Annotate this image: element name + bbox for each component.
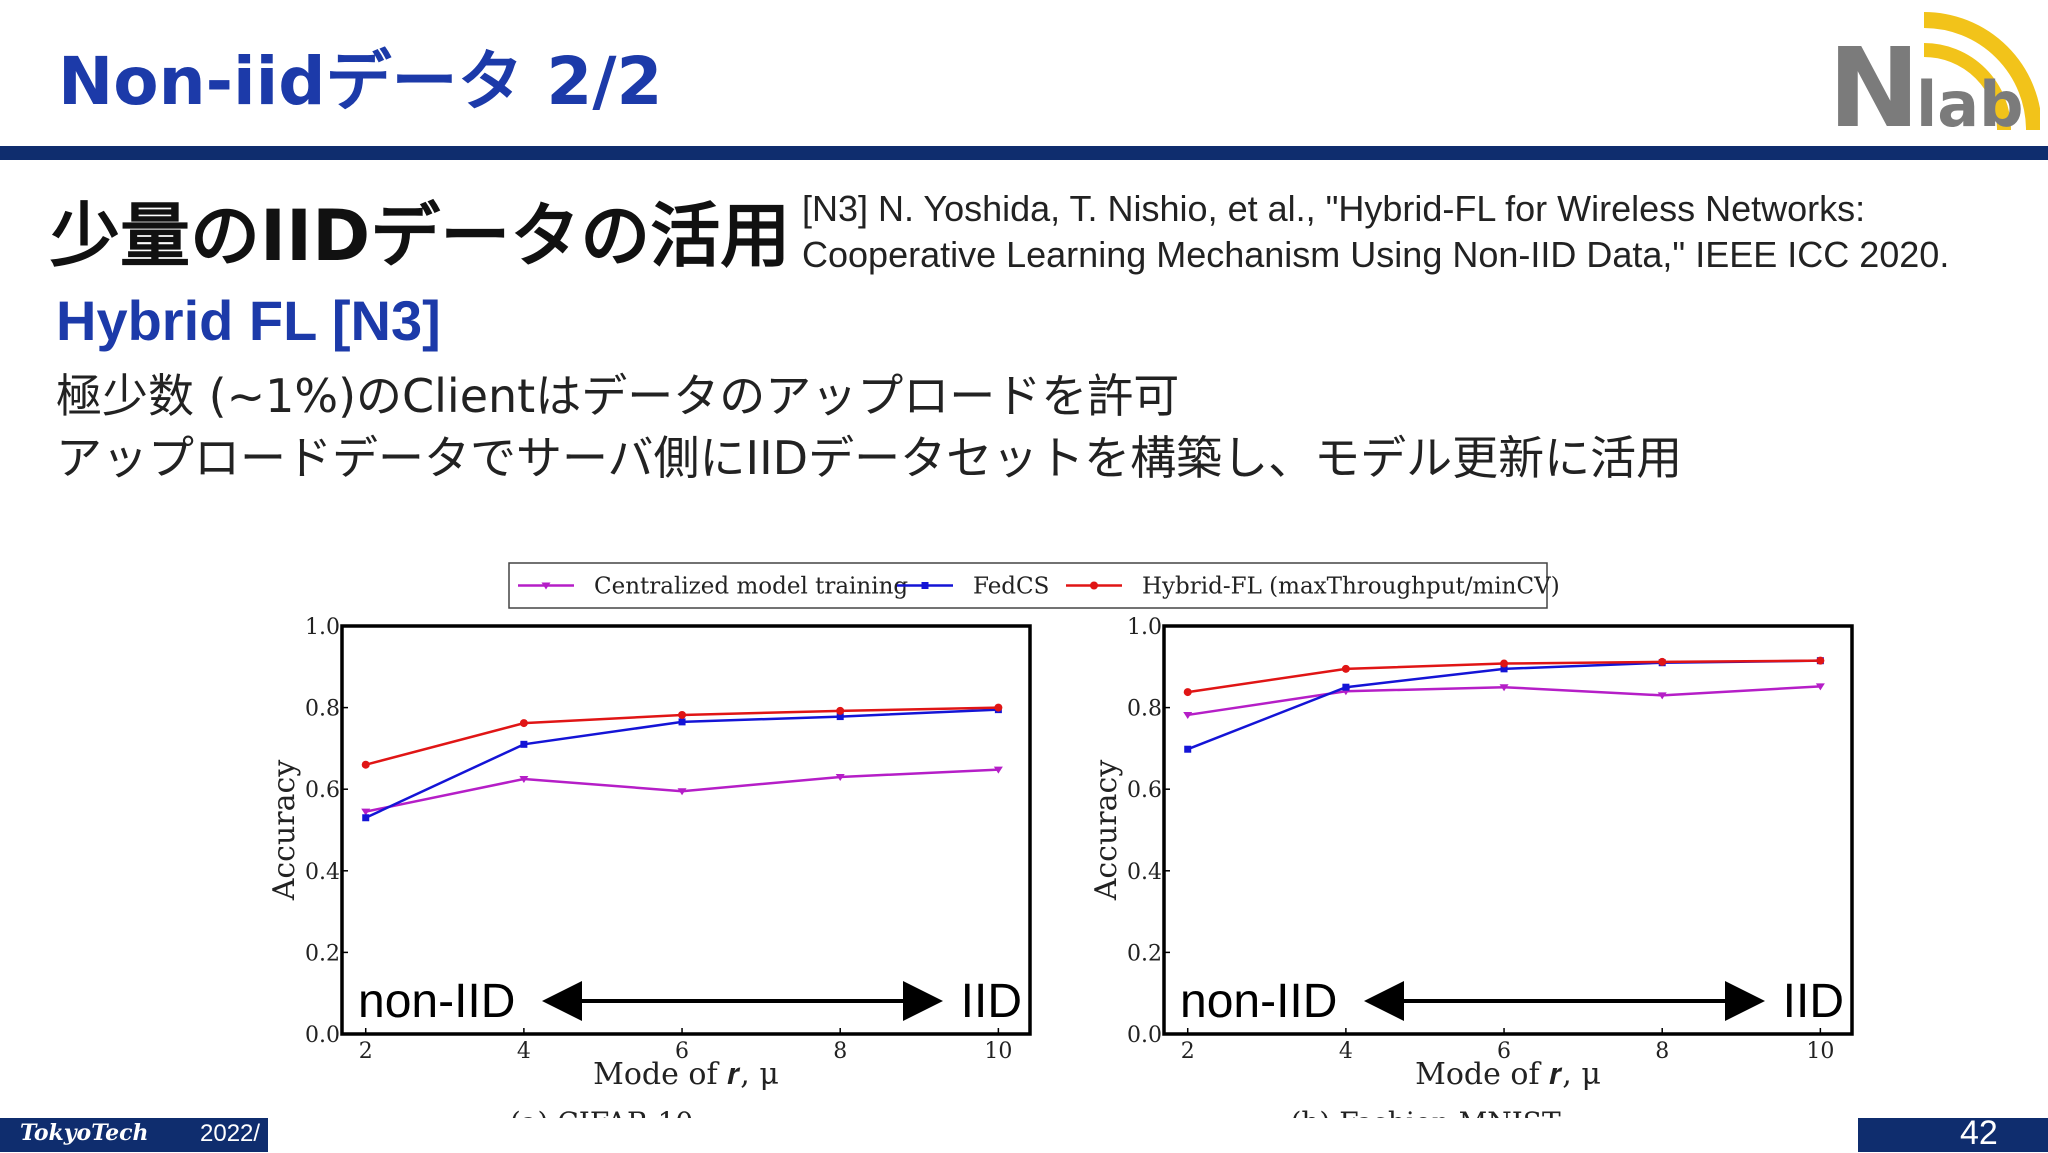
description-line-1: 極少数 (~1%)のClientはデータのアップロードを許可 [56, 369, 1180, 423]
x-tick-label: 6 [675, 1039, 689, 1064]
chart-fashion-mnist: 0.0 0.2 0.4 0.6 0.8 1.0 2 4 6 8 10 non-IID IID Mode o… [1089, 615, 1854, 1118]
title-bar [0, 146, 2048, 160]
accuracy-figure: Centralized model training FedCS Hybrid-FL… [267, 562, 1854, 1118]
wifi-arc-outer [1923, 12, 2040, 131]
chart-caption: (b) Fashion MNIST. [1291, 1106, 1566, 1118]
chart-cifar10: 0.0 0.2 0.4 0.6 0.8 1.0 2 4 6 8 10 non-IID IID Mode o… [267, 615, 1032, 1118]
legend-marker [1090, 581, 1098, 590]
legend-entry: Hybrid-FL (maxThroughput/minCV) [1142, 574, 1560, 600]
footer-left-bar [0, 1118, 268, 1152]
data-point [1500, 659, 1509, 668]
data-point [677, 788, 687, 796]
footer-brand: TokyoTech [20, 1120, 149, 1146]
data-point [1342, 683, 1350, 691]
y-tick-label: 0.2 [1127, 941, 1162, 966]
page-number: 42 [1960, 1114, 1998, 1152]
data-point [1816, 656, 1825, 665]
chart-legend: Centralized model training FedCS Hybrid-FL… [508, 562, 1560, 609]
data-point [1183, 688, 1192, 697]
data-point [1183, 711, 1193, 719]
legend-entry: Centralized model training [594, 574, 908, 600]
y-tick-label: 1.0 [1127, 615, 1162, 640]
annotation-iid: IID [961, 975, 1022, 1028]
nlab-logo: N lab [1828, 12, 2040, 136]
x-tick-label: 4 [1339, 1039, 1353, 1064]
data-point [1341, 664, 1350, 673]
x-axis-label: Mode of 𝒓, μ [593, 1057, 779, 1092]
data-point [836, 713, 844, 721]
footer-right-bar [1858, 1118, 2048, 1152]
annotation-iid: IID [1783, 975, 1844, 1028]
data-point [1815, 683, 1825, 691]
y-tick-label: 0.4 [1127, 860, 1162, 885]
x-tick-label: 2 [359, 1039, 373, 1064]
x-tick-label: 2 [1181, 1039, 1195, 1064]
plot-frame [340, 624, 1032, 1036]
y-tick-label: 0.6 [1127, 778, 1162, 803]
x-tick-label: 6 [1497, 1039, 1511, 1064]
data-point [993, 766, 1003, 774]
y-tick-label: 0.8 [1127, 697, 1162, 722]
legend-marker [921, 582, 929, 589]
y-tick-label: 1.0 [305, 615, 340, 640]
y-axis-label: Accuracy [267, 760, 302, 902]
logo-n: N [1828, 24, 1920, 136]
y-tick-label: 0.6 [305, 778, 340, 803]
data-point [1499, 684, 1509, 692]
data-point [994, 703, 1003, 712]
x-tick-label: 4 [517, 1039, 531, 1064]
y-tick-label: 0.0 [1127, 1023, 1162, 1048]
description-line-2: アップロードデータでサーバ側にIIDデータセットを構築し、モデル更新に活用 [56, 431, 1683, 485]
data-point [835, 773, 845, 781]
data-point [361, 808, 371, 816]
data-point [1500, 665, 1508, 673]
annotation-non-iid: non-IID [358, 975, 515, 1028]
footer-year: 2022/ [200, 1120, 261, 1147]
reference-line-2: Cooperative Learning Mechanism Using Non… [802, 234, 1950, 275]
data-point [1657, 692, 1667, 700]
x-tick-label: 8 [833, 1039, 847, 1064]
data-point [836, 706, 845, 715]
annotation-non-iid: non-IID [1180, 975, 1337, 1028]
section-subtitle: 少量のIIDデータの活用 [50, 195, 791, 277]
legend-entry: FedCS [973, 574, 1049, 600]
y-tick-label: 0.8 [305, 697, 340, 722]
data-point [1184, 745, 1192, 753]
data-point [519, 776, 529, 783]
x-tick-label: 8 [1655, 1039, 1669, 1064]
chart-caption: (a) CIFAR-10. [510, 1106, 702, 1118]
y-axis-label: Accuracy [1089, 760, 1124, 902]
data-point [362, 814, 370, 822]
data-point [361, 760, 370, 769]
y-tick-label: 0.4 [305, 860, 340, 885]
reference: [N3] N. Yoshida, T. Nishio, et al., "Hyb… [802, 186, 1949, 278]
data-point [1658, 657, 1667, 666]
x-tick-label: 10 [1806, 1039, 1834, 1064]
slide-title: Non-iidデータ 2/2 [58, 43, 663, 120]
x-axis-label: Mode of 𝒓, μ [1415, 1057, 1601, 1092]
series-line [1187, 659, 1821, 751]
data-point [520, 740, 528, 748]
y-tick-label: 0.2 [305, 941, 340, 966]
hybrid-fl-heading: Hybrid FL [N3] [56, 289, 441, 352]
plot-frame [1162, 624, 1854, 1036]
x-tick-label: 10 [984, 1039, 1012, 1064]
logo-lab: lab [1916, 68, 2023, 136]
data-point [678, 710, 687, 719]
reference-line-1: [N3] N. Yoshida, T. Nishio, et al., "Hyb… [802, 188, 1866, 229]
data-point [678, 718, 686, 726]
series-line [365, 708, 999, 819]
y-tick-label: 0.0 [305, 1023, 340, 1048]
legend-box [508, 562, 1548, 609]
data-point [519, 719, 528, 728]
legend-marker [541, 582, 551, 590]
wifi-arc-inner [1923, 43, 2011, 131]
